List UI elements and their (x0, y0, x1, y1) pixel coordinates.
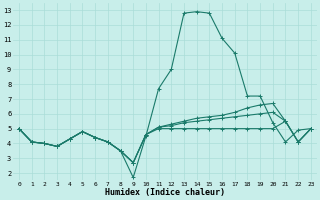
X-axis label: Humidex (Indice chaleur): Humidex (Indice chaleur) (105, 188, 225, 197)
